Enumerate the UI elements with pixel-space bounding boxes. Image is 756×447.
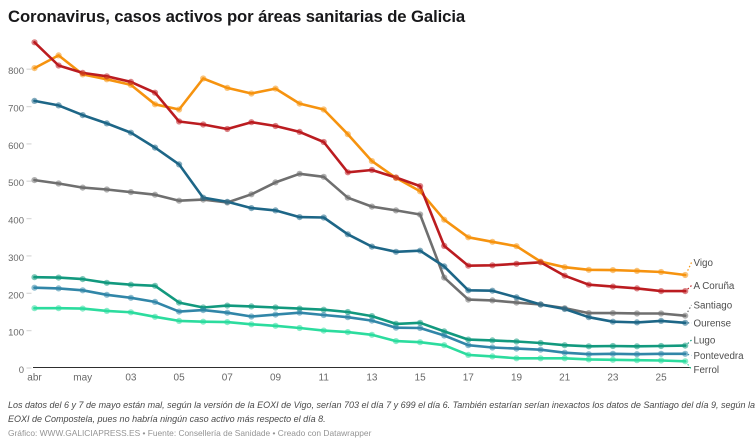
svg-text:25: 25: [656, 373, 668, 384]
svg-text:may: may: [73, 373, 92, 384]
svg-text:Lugo: Lugo: [694, 336, 716, 347]
svg-text:07: 07: [222, 373, 234, 384]
svg-text:05: 05: [174, 373, 186, 384]
svg-text:09: 09: [270, 373, 282, 384]
svg-text:0: 0: [19, 365, 24, 376]
svg-text:300: 300: [8, 253, 24, 264]
svg-text:Santiago: Santiago: [694, 301, 733, 312]
svg-text:03: 03: [125, 373, 137, 384]
svg-text:Ferrol: Ferrol: [694, 365, 720, 376]
svg-text:15: 15: [415, 373, 427, 384]
svg-text:11: 11: [319, 373, 330, 384]
svg-text:500: 500: [8, 178, 24, 189]
svg-text:17: 17: [463, 373, 475, 384]
svg-text:Vigo: Vigo: [694, 258, 714, 269]
svg-text:abr: abr: [27, 373, 42, 384]
svg-text:13: 13: [366, 373, 378, 384]
svg-text:Ourense: Ourense: [694, 319, 732, 330]
svg-text:23: 23: [607, 373, 619, 384]
svg-text:800: 800: [8, 66, 24, 77]
svg-text:19: 19: [511, 373, 523, 384]
svg-text:700: 700: [8, 104, 24, 115]
svg-text:400: 400: [8, 216, 24, 227]
svg-text:21: 21: [559, 373, 571, 384]
svg-text:A Coruña: A Coruña: [694, 281, 735, 292]
svg-text:Pontevedra: Pontevedra: [694, 351, 745, 362]
svg-text:200: 200: [8, 290, 24, 301]
svg-text:600: 600: [8, 141, 24, 152]
svg-text:100: 100: [8, 328, 24, 339]
